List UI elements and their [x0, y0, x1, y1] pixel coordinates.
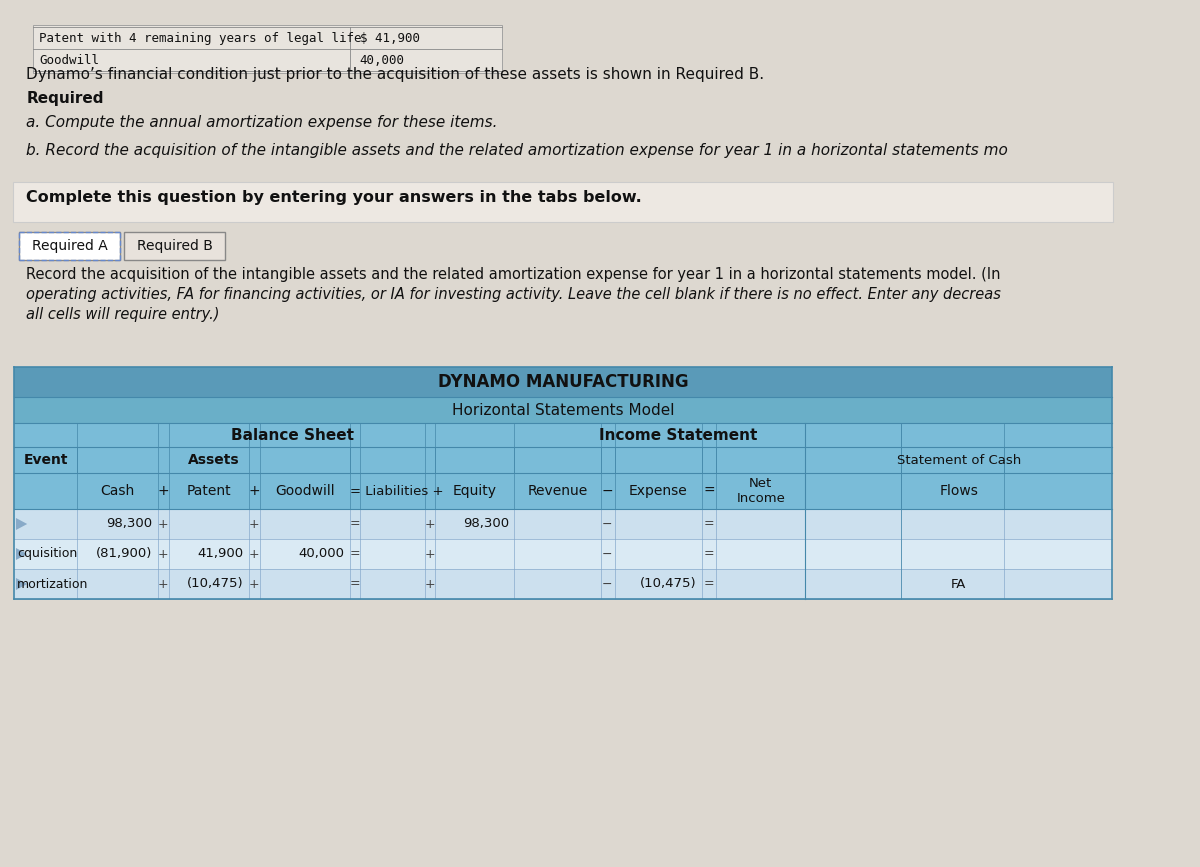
Text: +: +: [158, 577, 169, 590]
Text: +: +: [157, 484, 169, 498]
Text: mortization: mortization: [17, 577, 89, 590]
Text: DYNAMO MANUFACTURING: DYNAMO MANUFACTURING: [438, 373, 689, 391]
Text: a. Compute the annual amortization expense for these items.: a. Compute the annual amortization expen…: [26, 115, 498, 130]
Text: Net
Income: Net Income: [737, 477, 785, 505]
Text: +: +: [250, 547, 259, 560]
Text: Event: Event: [23, 453, 67, 467]
Text: +: +: [250, 518, 259, 531]
Bar: [14, 569, 1112, 599]
Text: cquisition: cquisition: [17, 547, 77, 560]
Text: Flows: Flows: [940, 484, 978, 498]
Bar: [19, 232, 120, 260]
Text: −: −: [602, 547, 612, 560]
Bar: [14, 539, 1112, 569]
Text: =: =: [349, 518, 360, 531]
Text: Required B: Required B: [137, 239, 212, 253]
Bar: [124, 232, 226, 260]
Text: Revenue: Revenue: [528, 484, 588, 498]
Text: Complete this question by entering your answers in the tabs below.: Complete this question by entering your …: [26, 190, 642, 205]
Text: +: +: [250, 577, 259, 590]
Text: Patent: Patent: [186, 484, 232, 498]
Text: FA: FA: [952, 577, 966, 590]
Text: Record the acquisition of the intangible assets and the related amortization exp: Record the acquisition of the intangible…: [26, 267, 1001, 282]
Text: 40,000: 40,000: [299, 547, 344, 560]
Text: Equity: Equity: [452, 484, 497, 498]
Text: Expense: Expense: [629, 484, 688, 498]
Text: +: +: [425, 547, 436, 560]
Text: all cells will require entry.): all cells will require entry.): [26, 307, 220, 322]
Bar: [14, 367, 1112, 397]
Text: Assets: Assets: [187, 453, 239, 467]
Polygon shape: [16, 518, 28, 530]
Text: =: =: [349, 577, 360, 590]
Text: Dynamo’s financial condition just prior to the acquisition of these assets is sh: Dynamo’s financial condition just prior …: [26, 67, 764, 82]
Text: +: +: [158, 547, 169, 560]
Text: +: +: [425, 577, 436, 590]
Text: +: +: [248, 484, 260, 498]
Text: 40,000: 40,000: [360, 54, 404, 67]
Text: Cash: Cash: [101, 484, 134, 498]
Text: $ 41,900: $ 41,900: [360, 31, 420, 44]
Text: −: −: [602, 484, 613, 498]
Polygon shape: [16, 548, 28, 560]
Text: Goodwill: Goodwill: [40, 54, 100, 67]
Text: Required A: Required A: [31, 239, 107, 253]
Bar: [13, 182, 1114, 222]
Text: Horizontal Statements Model: Horizontal Statements Model: [452, 402, 674, 418]
Text: −: −: [602, 577, 612, 590]
Text: Goodwill: Goodwill: [275, 484, 335, 498]
Bar: [14, 509, 1112, 539]
Text: Balance Sheet: Balance Sheet: [230, 427, 354, 442]
Text: =: =: [349, 547, 360, 560]
Text: b. Record the acquisition of the intangible assets and the related amortization : b. Record the acquisition of the intangi…: [26, 143, 1008, 158]
Text: 98,300: 98,300: [463, 518, 509, 531]
Text: 41,900: 41,900: [197, 547, 244, 560]
Bar: [14, 423, 1112, 447]
Text: (81,900): (81,900): [96, 547, 152, 560]
Text: (10,475): (10,475): [640, 577, 696, 590]
Text: =: =: [703, 577, 714, 590]
Text: =: =: [703, 484, 715, 498]
Text: (10,475): (10,475): [186, 577, 244, 590]
Text: Statement of Cash: Statement of Cash: [896, 453, 1021, 466]
Bar: [14, 397, 1112, 423]
Text: Income Statement: Income Statement: [600, 427, 758, 442]
Text: =: =: [703, 518, 714, 531]
Text: −: −: [602, 518, 612, 531]
Polygon shape: [16, 578, 28, 590]
Text: =: =: [703, 547, 714, 560]
Text: Required: Required: [26, 91, 103, 106]
Text: +: +: [158, 518, 169, 531]
Text: +: +: [425, 518, 436, 531]
Bar: [14, 447, 1112, 473]
Text: Patent with 4 remaining years of legal life: Patent with 4 remaining years of legal l…: [40, 31, 362, 44]
Text: 98,300: 98,300: [106, 518, 152, 531]
Bar: [14, 473, 1112, 509]
Bar: [32, 25, 502, 73]
Text: operating activities, FA for financing activities, or IA for investing activity.: operating activities, FA for financing a…: [26, 287, 1001, 302]
Text: = Liabilities +: = Liabilities +: [350, 485, 444, 498]
